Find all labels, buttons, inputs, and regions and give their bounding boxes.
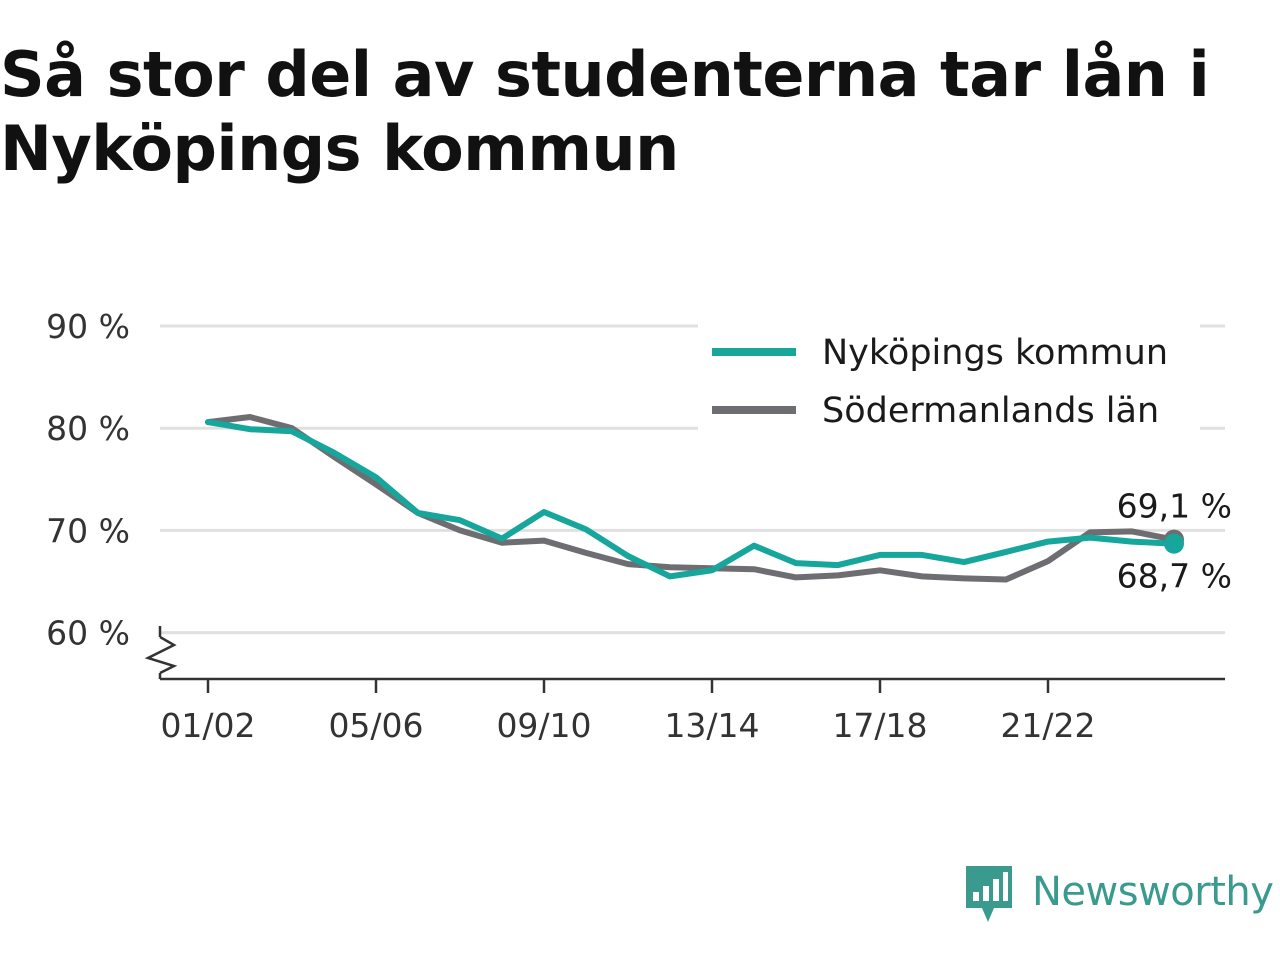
series-lines	[205, 414, 1177, 583]
y-tick-label: 60 %	[46, 614, 130, 653]
x-tick-label: 09/10	[496, 706, 591, 745]
legend-label-0: Nyköpings kommun	[822, 333, 1168, 373]
series-end-label-1: 69,1 %	[1117, 487, 1232, 526]
series-end-marker-0	[1164, 533, 1184, 554]
chart-title: Så stor del av studenterna tar lån i Nyk…	[0, 38, 1210, 185]
newsworthy-logo-icon	[966, 866, 1012, 922]
brand-name: Newsworthy	[1032, 869, 1274, 915]
x-tick-label: 05/06	[328, 706, 423, 745]
legend-label-1: Södermanlands län	[822, 391, 1159, 431]
y-axis-tick-labels: 60 % 70 % 80 % 90 %	[46, 307, 130, 653]
series-line-1	[205, 414, 1177, 583]
x-tick-label: 13/14	[664, 706, 759, 745]
x-axis-ticks: 01/02 05/06 09/10 13/14 17/18 21/22	[160, 679, 1096, 745]
legend: Nyköpings kommun Södermanlands län	[712, 333, 1168, 431]
y-tick-label: 70 %	[46, 511, 130, 550]
x-tick-label: 21/22	[1000, 706, 1095, 745]
series-end-markers: 68,7 % 69,1 %	[1117, 487, 1232, 596]
y-tick-label: 80 %	[46, 409, 130, 448]
brand-logo: Newsworthy	[964, 864, 1274, 924]
y-tick-label: 90 %	[46, 307, 130, 346]
series-line-0	[205, 419, 1177, 580]
series-end-label-0: 68,7 %	[1117, 557, 1232, 596]
axis-break-zigzag	[144, 635, 178, 675]
x-tick-label: 01/02	[160, 706, 255, 745]
x-tick-label: 17/18	[832, 706, 927, 745]
